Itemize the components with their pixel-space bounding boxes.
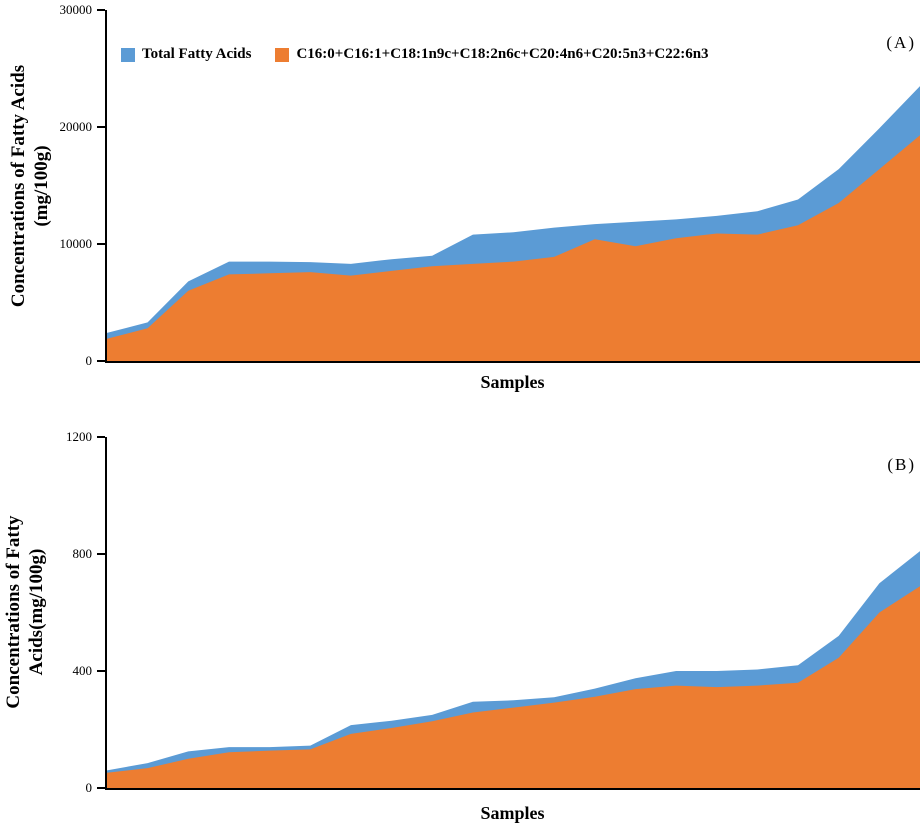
y-axis-title-a-line2: (mg/100g) [31, 145, 52, 227]
x-axis-label-b: Samples [480, 803, 545, 823]
legend: Total Fatty Acids C16:0+C16:1+C18:1n9c+C… [121, 46, 709, 63]
chart-panel-a: Concentrations of Fatty Acids (mg/100g) … [0, 0, 920, 412]
y-tick-label: 20000 [59, 119, 93, 134]
y-axis-title-b-line2: Acids(mg/100g) [26, 548, 47, 676]
y-tick-mark [97, 787, 105, 789]
panel-label-b: (B) [887, 455, 916, 474]
chart-panel-b: Concentrations of Fatty Acids(mg/100g) S… [0, 412, 920, 827]
plot-area-b [105, 437, 920, 790]
legend-swatch-total-fatty-acids [121, 47, 135, 62]
y-tick-mark [97, 126, 105, 128]
area-chart-a-svg [107, 86, 920, 361]
y-tick-label: 10000 [59, 236, 93, 251]
plot-area-a: Total Fatty Acids C16:0+C16:1+C18:1n9c+C… [105, 10, 920, 363]
y-tick-label: 0 [85, 353, 93, 368]
y-tick-mark [97, 670, 105, 672]
y-tick-label: 1200 [66, 429, 92, 444]
y-tick-mark [97, 243, 105, 245]
area-chart-b-svg [107, 551, 920, 788]
y-tick-label: 800 [72, 546, 93, 561]
y-axis-title-b-line1: Concentrations of Fatty [3, 515, 24, 709]
legend-label-total-fatty-acids: Total Fatty Acids [142, 46, 252, 62]
legend-swatch-fatty-acid-sum [275, 47, 290, 62]
x-axis-label-a: Samples [480, 372, 545, 392]
y-tick-label: 0 [85, 780, 93, 795]
y-axis-title-b: Concentrations of Fatty Acids(mg/100g) [2, 422, 48, 802]
y-axis-title-a-line1: Concentrations of Fatty Acids [8, 64, 29, 308]
area-series-1 [107, 586, 920, 788]
y-tick-mark [97, 360, 105, 362]
y-axis-title-a: Concentrations of Fatty Acids (mg/100g) [7, 0, 53, 376]
y-tick-mark [97, 553, 105, 555]
legend-label-fatty-acid-sum: C16:0+C16:1+C18:1n9c+C18:2n6c+C20:4n6+C2… [296, 46, 709, 62]
panel-label-a: (A) [886, 33, 916, 52]
area-series-1 [107, 135, 920, 361]
y-tick-label: 30000 [59, 2, 93, 17]
y-tick-label: 400 [72, 663, 93, 678]
y-tick-mark [97, 436, 105, 438]
y-tick-mark [97, 9, 105, 11]
